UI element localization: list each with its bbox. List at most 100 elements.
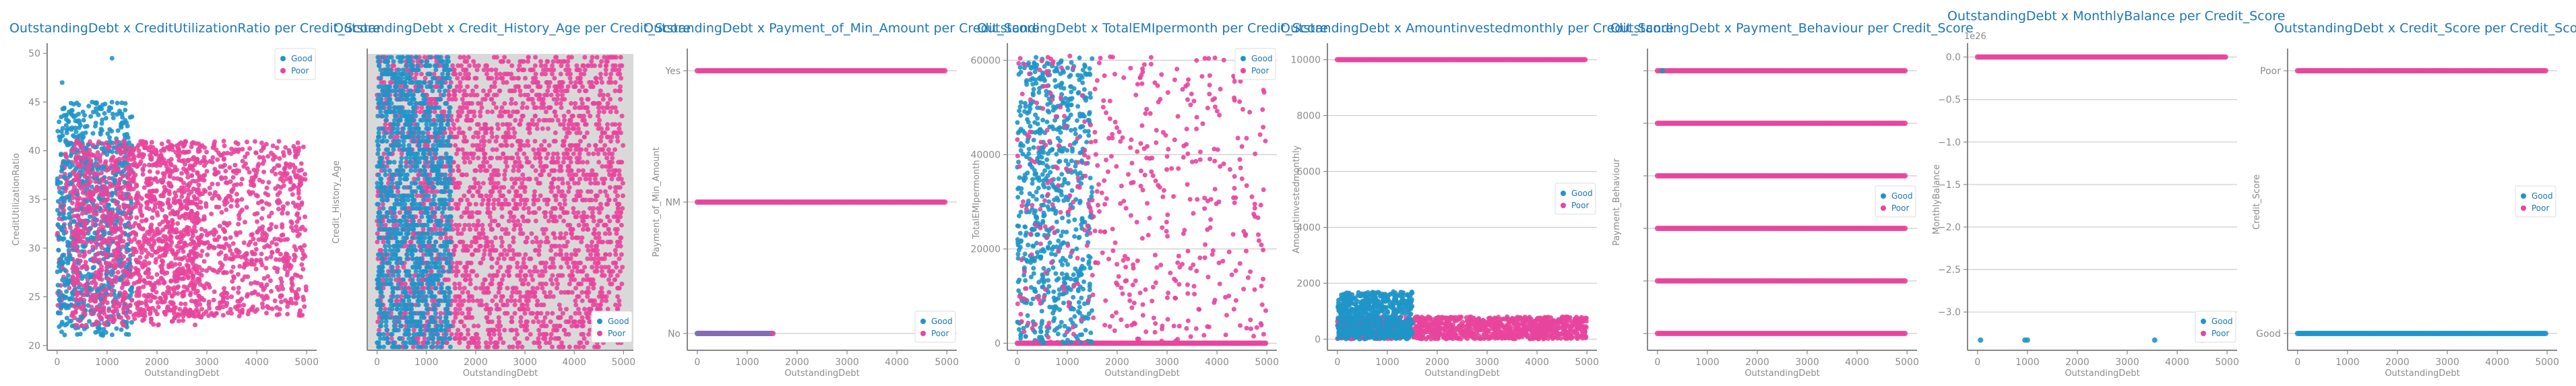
point bbox=[290, 192, 295, 197]
point bbox=[410, 92, 415, 98]
point bbox=[383, 113, 389, 119]
point bbox=[245, 274, 251, 280]
point bbox=[270, 168, 275, 174]
point bbox=[615, 134, 620, 139]
point bbox=[524, 105, 530, 110]
point bbox=[592, 172, 597, 177]
point bbox=[148, 316, 154, 321]
point bbox=[602, 151, 608, 156]
point bbox=[195, 146, 201, 152]
point bbox=[596, 113, 601, 119]
point bbox=[376, 84, 381, 90]
point bbox=[562, 96, 567, 102]
point bbox=[114, 255, 119, 260]
point bbox=[462, 134, 467, 139]
point bbox=[478, 109, 483, 115]
point bbox=[481, 67, 486, 73]
point bbox=[425, 109, 431, 115]
point bbox=[443, 172, 448, 177]
point bbox=[299, 262, 305, 267]
point bbox=[88, 152, 94, 157]
point bbox=[610, 151, 615, 156]
point bbox=[249, 291, 255, 296]
point bbox=[197, 160, 203, 166]
point bbox=[203, 201, 209, 206]
point bbox=[71, 214, 76, 219]
point bbox=[122, 203, 127, 209]
point bbox=[410, 151, 416, 156]
point bbox=[245, 311, 251, 317]
point bbox=[446, 96, 451, 102]
point bbox=[596, 126, 601, 131]
point bbox=[454, 84, 460, 90]
point bbox=[566, 189, 571, 194]
point bbox=[559, 84, 565, 90]
point bbox=[404, 96, 409, 102]
point bbox=[553, 113, 559, 119]
point bbox=[263, 236, 269, 241]
point bbox=[458, 113, 463, 119]
point bbox=[532, 105, 537, 110]
point bbox=[228, 269, 234, 274]
point bbox=[410, 79, 415, 85]
point bbox=[440, 134, 445, 139]
point bbox=[375, 55, 381, 60]
y-tick-label: 45 bbox=[28, 97, 40, 108]
point bbox=[594, 75, 599, 81]
point bbox=[584, 130, 590, 135]
legend-label-good: Good bbox=[291, 54, 313, 63]
point bbox=[523, 84, 528, 90]
point bbox=[381, 134, 387, 139]
point bbox=[241, 240, 247, 245]
point bbox=[155, 170, 160, 175]
point bbox=[261, 169, 267, 174]
point bbox=[439, 117, 445, 123]
point bbox=[509, 143, 515, 148]
point bbox=[509, 101, 514, 106]
point bbox=[71, 207, 76, 213]
point bbox=[64, 289, 69, 294]
point bbox=[509, 96, 514, 102]
point bbox=[293, 224, 299, 229]
point bbox=[498, 109, 503, 115]
point bbox=[398, 160, 404, 165]
point bbox=[391, 126, 396, 131]
point bbox=[429, 79, 434, 85]
point bbox=[422, 168, 428, 173]
point bbox=[445, 122, 451, 127]
point bbox=[65, 321, 70, 327]
point bbox=[96, 251, 101, 257]
point bbox=[577, 139, 583, 144]
point bbox=[151, 322, 156, 327]
point bbox=[292, 173, 298, 179]
point bbox=[259, 251, 264, 257]
point bbox=[596, 160, 602, 165]
point bbox=[408, 88, 413, 94]
point bbox=[489, 130, 495, 135]
point bbox=[197, 238, 202, 244]
point bbox=[470, 88, 476, 94]
point bbox=[383, 109, 388, 115]
point bbox=[222, 143, 227, 148]
point bbox=[72, 134, 77, 139]
point bbox=[614, 109, 619, 115]
point bbox=[396, 168, 402, 173]
point bbox=[561, 160, 566, 165]
point bbox=[277, 307, 282, 312]
point bbox=[520, 113, 526, 119]
scatter-points bbox=[55, 55, 309, 338]
point bbox=[197, 199, 203, 205]
point bbox=[237, 313, 242, 319]
point bbox=[383, 130, 389, 135]
point bbox=[70, 162, 75, 168]
point bbox=[430, 75, 435, 81]
x-tick-label: 1000 bbox=[414, 357, 439, 368]
point bbox=[284, 163, 289, 168]
point bbox=[57, 119, 62, 125]
point bbox=[259, 262, 265, 267]
point bbox=[395, 134, 400, 139]
point bbox=[503, 139, 508, 144]
point bbox=[587, 79, 592, 85]
point bbox=[597, 117, 602, 123]
point bbox=[163, 234, 168, 240]
